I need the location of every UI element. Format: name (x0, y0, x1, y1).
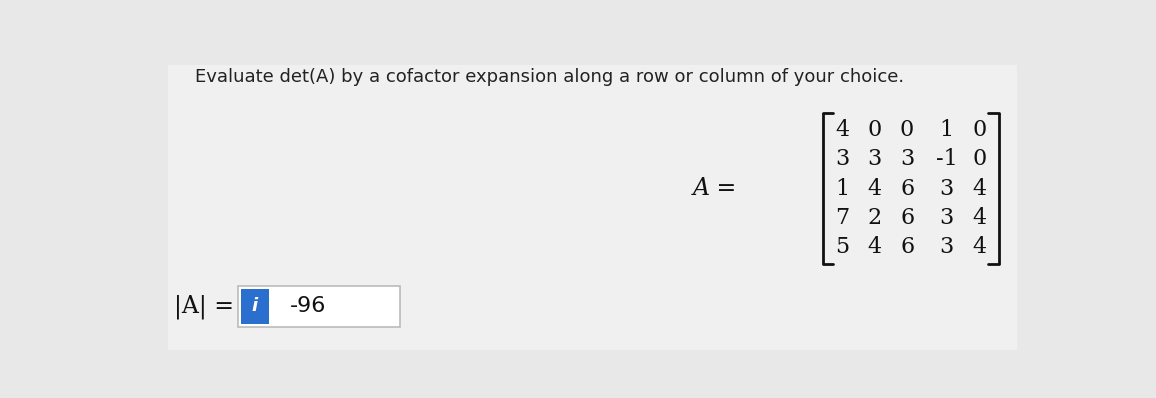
Text: i: i (252, 297, 258, 316)
Text: 0: 0 (972, 119, 986, 141)
Text: |A| =: |A| = (173, 294, 234, 319)
Text: 0: 0 (867, 119, 882, 141)
Text: 4: 4 (972, 236, 986, 258)
FancyBboxPatch shape (240, 289, 268, 324)
Text: -1: -1 (935, 148, 957, 170)
Text: 4: 4 (867, 178, 882, 200)
Text: 5: 5 (835, 236, 849, 258)
Text: 3: 3 (835, 148, 850, 170)
Text: 4: 4 (867, 236, 882, 258)
Text: 4: 4 (972, 207, 986, 229)
Text: 3: 3 (867, 148, 882, 170)
Text: 3: 3 (940, 207, 954, 229)
Text: 7: 7 (835, 207, 849, 229)
Text: Evaluate det(A) by a cofactor expansion along a row or column of your choice.: Evaluate det(A) by a cofactor expansion … (195, 68, 904, 86)
Text: 4: 4 (972, 178, 986, 200)
FancyBboxPatch shape (168, 65, 1017, 350)
Text: 6: 6 (901, 207, 914, 229)
Text: 3: 3 (940, 178, 954, 200)
Text: 1: 1 (940, 119, 954, 141)
Text: 0: 0 (901, 119, 914, 141)
Text: 6: 6 (901, 178, 914, 200)
Text: -96: -96 (290, 297, 327, 316)
Text: 6: 6 (901, 236, 914, 258)
Text: 3: 3 (940, 236, 954, 258)
Text: 2: 2 (867, 207, 882, 229)
Text: 3: 3 (901, 148, 914, 170)
Text: 4: 4 (835, 119, 849, 141)
Text: A =: A = (694, 177, 738, 200)
Text: 1: 1 (835, 178, 849, 200)
FancyBboxPatch shape (237, 286, 400, 327)
Text: 0: 0 (972, 148, 986, 170)
